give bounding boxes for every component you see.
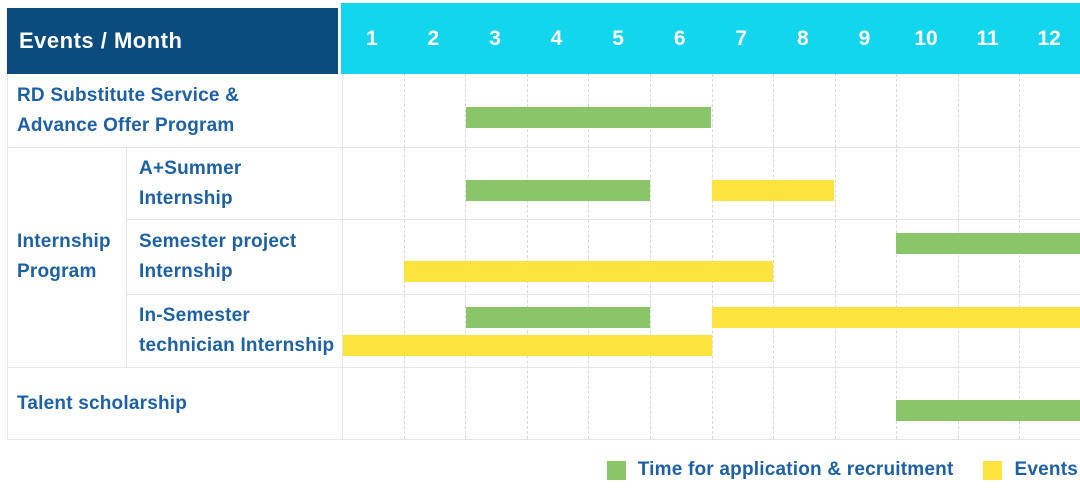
row-chart-a-summer (342, 148, 1080, 219)
row-label-rd-substitute: RD Substitute Service & Advance Offer Pr… (17, 84, 240, 136)
gantt-bar-events (711, 179, 835, 201)
gantt-bar-events (711, 307, 1080, 329)
legend-yellow-swatch-icon (983, 460, 1003, 480)
gantt-bar-application (465, 179, 651, 201)
row-semester-project-internship: Semester project Internship (8, 219, 1080, 294)
month-gridline (834, 74, 836, 439)
month-gridline (403, 74, 405, 439)
gantt-bar-events (343, 334, 712, 356)
gantt-bar-events (404, 260, 773, 282)
month-header-cell: 8 (796, 26, 809, 50)
row-label-a-summer: A+Summer Internship (126, 148, 342, 219)
legend-label-application: Time for application & recruitment (637, 459, 954, 480)
month-header-cell: 4 (550, 26, 563, 50)
legend-item-application: Time for application & recruitment (606, 459, 954, 481)
month-gridline (773, 74, 775, 439)
month-gridline (896, 74, 898, 439)
row-talent-scholarship: Talent scholarship (8, 367, 1080, 440)
legend-label-events: Events (1014, 459, 1078, 480)
row-label-talent-scholarship: Talent scholarship (17, 393, 188, 414)
gantt-bar-application (895, 232, 1080, 254)
month-gridline (465, 74, 467, 439)
month-header-cell: 3 (489, 26, 501, 50)
row-a-summer-internship: A+Summer Internship (8, 147, 1080, 219)
row-chart-semester-project (342, 219, 1080, 294)
month-header-cell: 6 (673, 26, 686, 50)
month-gridline (588, 74, 590, 439)
header-events-month-cell: Events / Month (7, 8, 338, 74)
month-header-cell: 12 (1037, 26, 1061, 50)
month-gridline (711, 74, 713, 439)
row-chart-talent-scholarship (342, 368, 1080, 440)
legend-item-events: Events (983, 459, 1078, 481)
group-internship-program: Internship Program (17, 231, 111, 282)
legend: Time for application & recruitment Event… (606, 459, 1078, 481)
row-chart-rd-substitute (342, 74, 1080, 147)
month-header-cell: 2 (427, 26, 440, 50)
row-chart-in-semester-technician (342, 294, 1080, 367)
month-header-cell: 1 (365, 26, 378, 50)
month-header-row: 1 2 3 4 5 6 7 8 9 10 11 12 (341, 3, 1080, 74)
row-in-semester-technician-internship: In-Semester technician Internship (8, 294, 1080, 367)
row-label-semester-project: Semester project Internship (126, 219, 342, 294)
row-label-in-semester-technician: In-Semester technician Internship (126, 294, 342, 367)
month-gridline (649, 74, 651, 439)
month-header-cell: 5 (612, 26, 624, 50)
row-rd-substitute-service: RD Substitute Service & Advance Offer Pr… (8, 74, 1080, 147)
gantt-bar-application (465, 106, 712, 128)
gantt-bar-application (895, 400, 1080, 422)
month-gridline (957, 74, 959, 439)
month-header-cell: 10 (914, 26, 938, 50)
month-gridline (1019, 74, 1021, 439)
header-title: Events / Month (19, 28, 183, 53)
month-gridline (526, 74, 528, 439)
month-header-cell: 11 (976, 26, 999, 50)
month-header-cell: 9 (858, 26, 871, 50)
month-header-cell: 7 (735, 26, 748, 50)
gantt-bar-application (465, 307, 651, 329)
legend-green-swatch-icon (606, 460, 626, 480)
gantt-body: RD Substitute Service & Advance Offer Pr… (7, 74, 1080, 440)
